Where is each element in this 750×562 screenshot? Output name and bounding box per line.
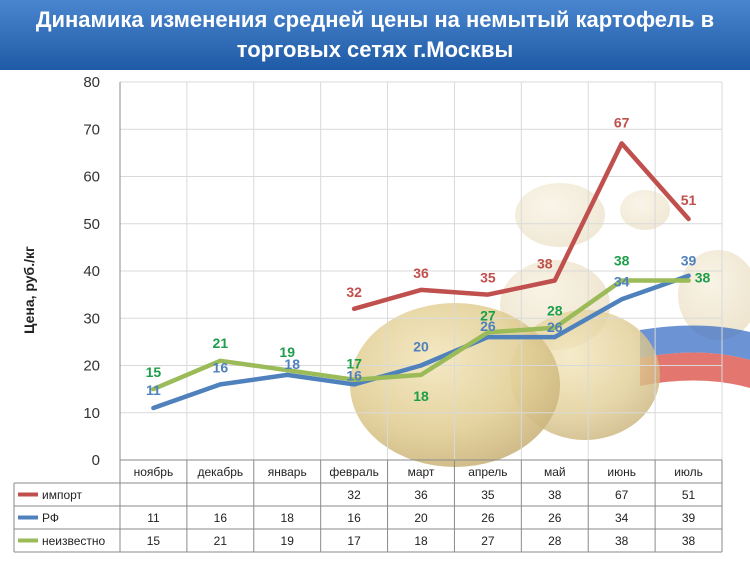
table-cell: 11 [147,511,160,525]
x-tick-label: май [544,465,566,479]
data-label: 16 [346,367,362,383]
data-label: 15 [146,364,162,380]
data-label: 28 [547,303,563,319]
data-label: 18 [413,388,429,404]
legend-label-РФ: РФ [42,511,59,525]
legend-label-неизвестно: неизвестно [42,534,106,548]
y-tick-label: 0 [92,452,100,469]
data-labels: 32 36 35 38 67 51 11 16 18 16 20 26 26 34 39 15 21 19 17 18… [146,114,711,404]
table-cell: 34 [615,511,629,525]
table-cell: 28 [548,534,562,548]
table-cell: 19 [281,534,295,548]
y-axis-label: Цена, руб./кг [21,246,37,334]
series-line-неизвестно [151,278,691,392]
data-label: 11 [146,382,161,398]
data-label: 32 [346,284,362,300]
x-tick-label: декабрь [197,465,243,479]
x-tick-label: январь [268,465,307,479]
y-tick-label: 80 [83,74,100,91]
data-label: 39 [681,253,697,269]
chart: 0 10 20 30 40 50 60 70 80 Цена, руб./кг 32 36 35 38… [13,74,750,553]
series-line-импорт [351,141,691,312]
data-table: ноябрь декабрь январь февраль март апрель май и… [13,459,723,553]
chart-title: Динамика изменения средней цены на немыт… [35,7,715,62]
table-cell: 39 [682,511,696,525]
potato-decoration [350,303,560,467]
table-cell: 26 [481,511,495,525]
y-tick-label: 70 [83,121,100,138]
y-tick-label: 50 [83,216,100,233]
data-label: 17 [346,356,362,372]
data-label: 21 [213,335,229,351]
table-cell: 51 [682,488,696,502]
potato-decoration [620,190,670,230]
data-label: 67 [614,114,630,130]
table-cell: 32 [347,488,361,502]
table-cell: 26 [548,511,562,525]
data-label: 38 [695,269,711,285]
data-label: 27 [480,307,496,323]
table-cell: 15 [147,534,161,548]
y-tick-label: 60 [83,169,100,186]
legend-label-импорт: импорт [42,488,83,502]
x-tick-label: ноябрь [134,465,174,479]
data-label: 35 [480,270,496,286]
x-tick-label: июнь [607,465,636,479]
table-cell: 20 [414,511,428,525]
table-cell: 18 [414,534,428,548]
table-cell: 17 [347,534,361,548]
title-bar: Динамика изменения средней цены на немыт… [0,0,750,70]
table-cell: 27 [481,534,495,548]
table-cell: 67 [615,488,629,502]
x-tick-label: июль [674,465,703,479]
data-label: 18 [284,356,300,372]
y-tick-label: 40 [83,263,100,280]
table-cell: 36 [414,488,428,502]
table-cell: 18 [281,511,295,525]
x-tick-label: март [408,465,435,479]
y-tick-label: 30 [83,310,100,327]
table-cell: 35 [481,488,495,502]
data-label: 20 [413,339,429,355]
x-tick-label: апрель [468,465,507,479]
table-cell: 38 [682,534,696,548]
data-label: 26 [547,319,563,335]
series-line-РФ [151,273,691,411]
table-cell: 38 [615,534,629,548]
data-label: 16 [213,359,229,375]
table-cell: 21 [214,534,228,548]
data-label: 38 [537,255,553,271]
data-label: 19 [279,344,295,360]
data-label: 34 [614,273,630,289]
y-tick-label: 10 [83,405,100,422]
data-label: 26 [480,318,496,334]
series-lines [151,141,691,411]
data-label: 51 [681,192,697,208]
y-tick-label: 20 [83,358,100,375]
x-tick-label: февраль [329,465,379,479]
table-cell: 38 [548,488,562,502]
potato-decoration [515,183,605,247]
table-cell: 16 [214,511,228,525]
table-cell: 16 [347,511,361,525]
data-label: 38 [614,252,630,268]
y-axis: 0 10 20 30 40 50 60 70 80 [83,74,100,469]
potato-decoration [678,250,750,340]
data-label: 36 [413,265,429,281]
